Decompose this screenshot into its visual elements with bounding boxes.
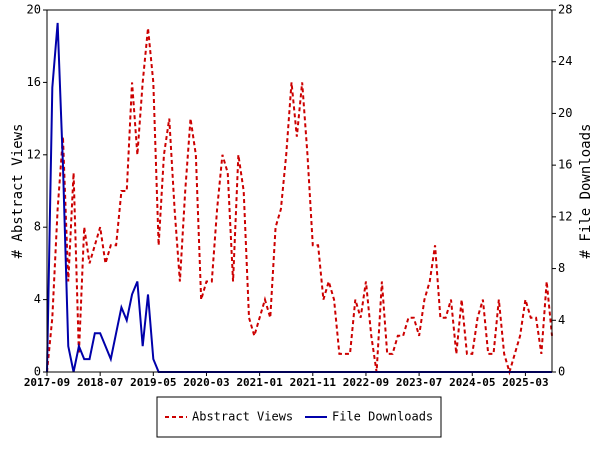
y2-tick-label: 12 (558, 209, 572, 223)
x-tick-label: 2022-09 (343, 376, 389, 389)
x-tick-label: 2024-05 (449, 376, 495, 389)
x-tick-label: 2021-11 (290, 376, 337, 389)
y-tick-label: 0 (34, 365, 41, 379)
y2-tick-label: 16 (558, 158, 572, 172)
x-tick-label: 2023-07 (396, 376, 442, 389)
legend-box (156, 396, 442, 438)
x-tick-label: 2017-09 (24, 376, 70, 389)
y2-tick-label: 0 (558, 365, 565, 379)
y-tick-label: 20 (27, 3, 41, 17)
y-tick-label: 4 (34, 292, 41, 306)
y-tick-label: 16 (27, 75, 41, 89)
y-tick-label: 12 (27, 147, 41, 161)
y-axis-label: # Abstract Views (10, 124, 26, 259)
x-tick-label: 2020-03 (183, 376, 229, 389)
plot-frame (46, 9, 553, 373)
y-tick-label: 8 (34, 220, 41, 234)
y2-tick-label: 24 (558, 54, 572, 68)
data-line (46, 28, 553, 376)
legend-label: File Downloads (332, 410, 433, 424)
x-tick-label: 2019-05 (130, 376, 176, 389)
y2-tick-label: 28 (558, 3, 572, 17)
x-tick-label: 2025-03 (502, 376, 548, 389)
y2-axis-label: # File Downloads (578, 124, 594, 259)
x-tick-label: 2018-07 (77, 376, 123, 389)
legend-label: Abstract Views (192, 410, 293, 424)
x-tick-label: 2021-01 (236, 376, 283, 389)
y2-tick-label: 8 (558, 261, 565, 275)
y2-tick-label: 4 (558, 313, 565, 327)
y2-tick-label: 20 (558, 106, 572, 120)
